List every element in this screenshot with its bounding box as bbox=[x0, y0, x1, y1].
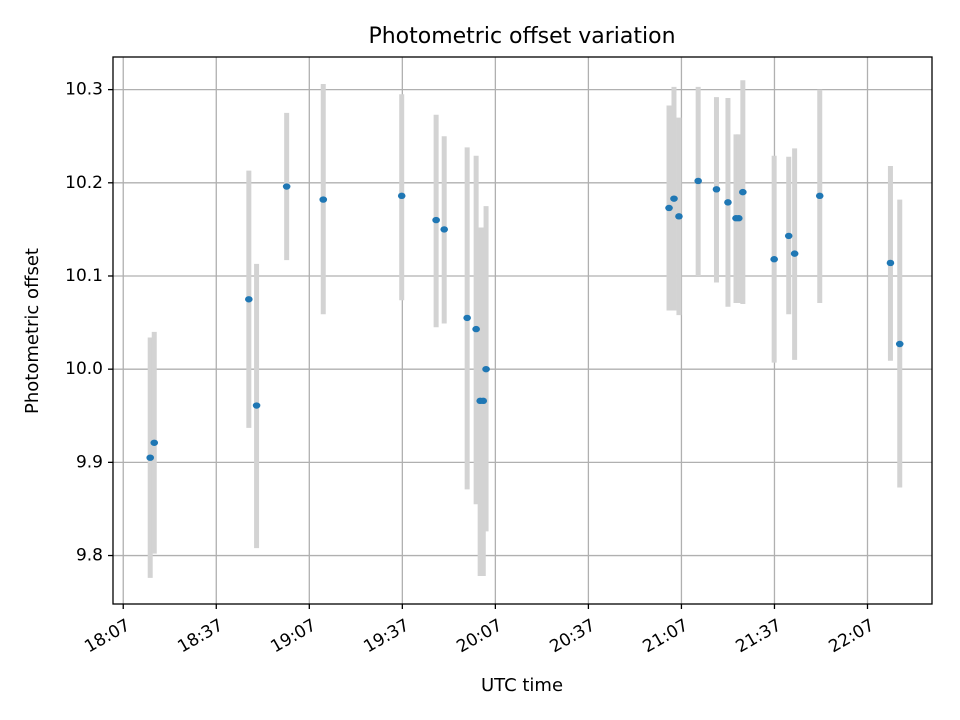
y-tick-label: 10.0 bbox=[65, 359, 103, 379]
data-point bbox=[712, 186, 721, 193]
tick-layer: 18:07 18:37 19:07 19:37 20:07 20:37 21:07 21:37… bbox=[65, 80, 878, 658]
data-point bbox=[895, 340, 904, 348]
y-axis-label: Photometric offset bbox=[22, 248, 43, 414]
data-point bbox=[665, 204, 673, 212]
y-tick-label: 9.8 bbox=[76, 546, 103, 566]
data-point bbox=[739, 188, 747, 196]
data-point bbox=[146, 454, 155, 461]
point-layer bbox=[146, 177, 904, 461]
data-point bbox=[886, 259, 895, 267]
data-point bbox=[675, 213, 683, 220]
x-tick-label: 19:37 bbox=[360, 615, 412, 657]
data-point bbox=[815, 192, 824, 200]
errorbar-layer bbox=[147, 80, 903, 578]
x-tick-label: 19:07 bbox=[267, 615, 319, 657]
data-point bbox=[694, 177, 702, 185]
data-point bbox=[282, 183, 291, 190]
y-tick-label: 10.1 bbox=[65, 266, 103, 286]
data-point bbox=[770, 256, 778, 263]
y-tick-label: 10.2 bbox=[65, 173, 103, 193]
data-point bbox=[432, 216, 440, 224]
x-tick-label: 21:07 bbox=[639, 615, 691, 657]
data-point bbox=[252, 402, 261, 409]
x-tick-label: 20:37 bbox=[546, 615, 598, 657]
data-point bbox=[790, 250, 799, 257]
x-tick-label: 18:37 bbox=[174, 615, 226, 657]
y-tick-label: 9.9 bbox=[76, 452, 103, 472]
x-tick-label: 22:07 bbox=[826, 615, 878, 657]
data-point bbox=[319, 196, 328, 203]
data-point bbox=[397, 192, 406, 200]
data-point bbox=[670, 195, 678, 202]
plot-frame bbox=[112, 56, 933, 605]
x-tick-label: 21:37 bbox=[733, 615, 785, 657]
data-point bbox=[150, 439, 159, 446]
data-point bbox=[463, 314, 471, 322]
x-tick-label: 20:07 bbox=[453, 615, 505, 657]
data-point bbox=[245, 296, 253, 303]
data-point bbox=[784, 232, 793, 240]
grid-layer bbox=[113, 57, 932, 604]
data-point bbox=[472, 325, 480, 333]
data-point bbox=[479, 397, 488, 405]
data-point bbox=[440, 226, 448, 233]
y-tick-label: 10.3 bbox=[65, 80, 103, 100]
x-axis-label: UTC time bbox=[481, 675, 563, 696]
x-tick-label: 18:07 bbox=[81, 615, 133, 657]
data-point bbox=[724, 199, 732, 206]
data-point bbox=[482, 365, 490, 373]
data-point bbox=[735, 215, 743, 222]
chart-title: Photometric offset variation bbox=[368, 24, 675, 49]
